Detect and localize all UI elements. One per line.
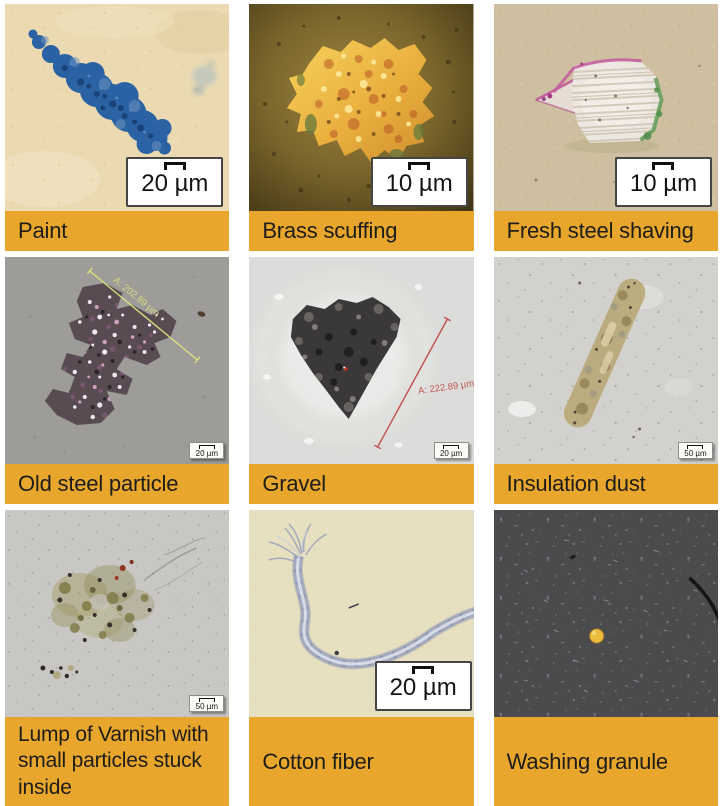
scale-box: 50 µm bbox=[677, 442, 713, 459]
caption-gravel: Gravel bbox=[249, 464, 474, 504]
scale-bracket-icon bbox=[687, 445, 704, 449]
washing-granule-photo-art bbox=[493, 510, 718, 717]
measurement-line bbox=[374, 316, 452, 450]
scale-box: 20 µm bbox=[433, 442, 469, 459]
scale-label: 20 µm bbox=[439, 449, 463, 458]
scale-label: 50 µm bbox=[195, 702, 219, 711]
micrograph-old-steel-particle: A: 202.89 µm 20 µm bbox=[5, 257, 230, 464]
scale-label: 10 µm bbox=[629, 170, 698, 197]
paint-photo-art bbox=[5, 4, 230, 211]
scale-label: 50 µm bbox=[684, 449, 707, 458]
micrograph-lump-of-varnish: 50 µm bbox=[5, 510, 230, 717]
micrograph-cotton-fiber: 20 µm bbox=[249, 510, 474, 717]
scale-label: 20 µm bbox=[389, 674, 457, 701]
fresh-steel-photo-art bbox=[493, 4, 718, 211]
caption-insulation-dust: Insulation dust bbox=[493, 464, 718, 504]
tile-lump-of-varnish: 50 µm Lump of Varnish with small particl… bbox=[5, 510, 230, 806]
scale-label: 20 µm bbox=[141, 170, 209, 197]
tile-insulation-dust: 50 µm Insulation dust bbox=[493, 257, 718, 504]
micrograph-washing-granule bbox=[493, 510, 718, 717]
scale-box: 50 µm bbox=[189, 695, 225, 712]
caption-brass-scuffing: Brass scuffing bbox=[249, 211, 474, 251]
micrograph-fresh-steel-shaving: 10 µm bbox=[493, 4, 718, 211]
tile-cotton-fiber: 20 µm Cotton fiber bbox=[249, 510, 474, 806]
tile-paint: 20 µm Paint bbox=[5, 4, 230, 251]
scale-box: 10 µm bbox=[370, 157, 468, 207]
caption-washing-granule: Washing granule bbox=[493, 717, 718, 806]
insulation-photo-art bbox=[493, 257, 718, 464]
scale-label: 20 µm bbox=[195, 449, 219, 458]
cotton-photo-art bbox=[249, 510, 474, 717]
scale-bracket-icon bbox=[443, 445, 460, 449]
micrograph-brass-scuffing: 10 µm bbox=[249, 4, 474, 211]
tile-washing-granule: Washing granule bbox=[493, 510, 718, 806]
caption-paint: Paint bbox=[5, 211, 230, 251]
scale-box: 20 µm bbox=[126, 157, 224, 207]
measurement-line bbox=[86, 267, 201, 364]
caption-fresh-steel-shaving: Fresh steel shaving bbox=[493, 211, 718, 251]
micrograph-paint: 20 µm bbox=[5, 4, 230, 211]
scale-bracket-icon bbox=[652, 162, 675, 170]
scale-box: 20 µm bbox=[189, 442, 225, 459]
old-steel-photo-art: A: 202.89 µm bbox=[5, 257, 230, 464]
scale-box: 20 µm bbox=[374, 661, 472, 711]
caption-lump-of-varnish: Lump of Varnish with small particles stu… bbox=[5, 717, 230, 806]
scale-bracket-icon bbox=[198, 698, 215, 702]
tile-gravel: A: 222.89 µm 20 µm Gravel bbox=[249, 257, 474, 504]
scale-label: 10 µm bbox=[385, 170, 453, 197]
tile-fresh-steel-shaving: 10 µm Fresh steel shaving bbox=[493, 4, 718, 251]
tile-old-steel-particle: A: 202.89 µm 20 µm Old steel particle bbox=[5, 257, 230, 504]
gravel-photo-art: A: 222.89 µm bbox=[249, 257, 474, 464]
caption-old-steel-particle: Old steel particle bbox=[5, 464, 230, 504]
caption-cotton-fiber: Cotton fiber bbox=[249, 717, 474, 806]
scale-bracket-icon bbox=[198, 445, 215, 449]
scale-box: 10 µm bbox=[614, 157, 712, 207]
scale-bracket-icon bbox=[412, 666, 435, 674]
scale-bracket-icon bbox=[408, 162, 431, 170]
varnish-photo-art bbox=[5, 510, 230, 717]
micrograph-gravel: A: 222.89 µm 20 µm bbox=[249, 257, 474, 464]
scale-bracket-icon bbox=[163, 162, 186, 170]
tile-brass-scuffing: 10 µm Brass scuffing bbox=[249, 4, 474, 251]
micrograph-insulation-dust: 50 µm bbox=[493, 257, 718, 464]
